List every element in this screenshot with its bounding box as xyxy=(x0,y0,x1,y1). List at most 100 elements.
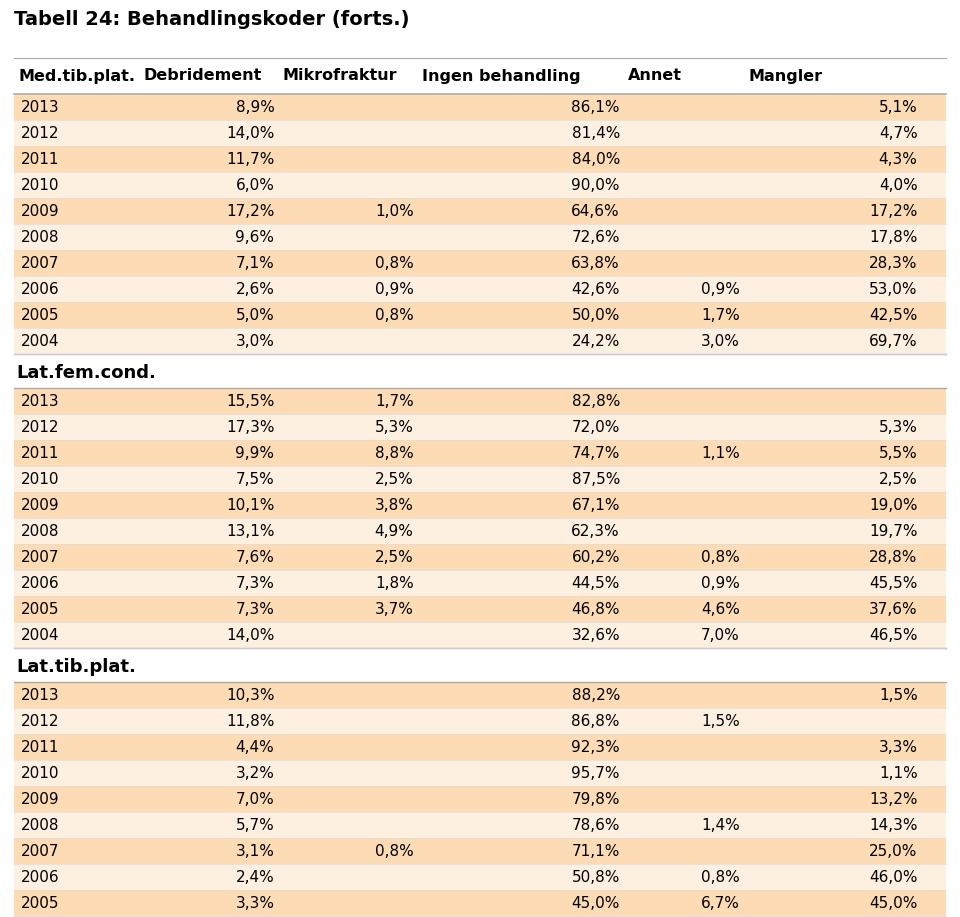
Text: 86,8%: 86,8% xyxy=(571,713,620,728)
Text: 3,3%: 3,3% xyxy=(878,739,918,755)
Text: 1,7%: 1,7% xyxy=(374,393,414,408)
Text: 1,1%: 1,1% xyxy=(701,446,740,460)
Text: 72,0%: 72,0% xyxy=(571,419,620,435)
Bar xyxy=(14,916,946,917)
Text: 53,0%: 53,0% xyxy=(869,282,918,296)
Text: 13,2%: 13,2% xyxy=(869,791,918,806)
Text: Med.tib.plat.: Med.tib.plat. xyxy=(18,69,135,83)
Text: 15,5%: 15,5% xyxy=(226,393,275,408)
Bar xyxy=(14,94,946,120)
Text: 5,3%: 5,3% xyxy=(878,419,918,435)
Text: 79,8%: 79,8% xyxy=(571,791,620,806)
Text: 5,5%: 5,5% xyxy=(878,446,918,460)
Text: 87,5%: 87,5% xyxy=(571,471,620,487)
Bar xyxy=(14,198,946,224)
Bar xyxy=(14,544,946,570)
Text: 0,9%: 0,9% xyxy=(374,282,414,296)
Text: 84,0%: 84,0% xyxy=(571,151,620,167)
Text: 6,0%: 6,0% xyxy=(235,178,275,193)
Bar xyxy=(14,414,946,440)
Bar xyxy=(14,708,946,734)
Text: 5,7%: 5,7% xyxy=(235,817,275,833)
Text: 11,7%: 11,7% xyxy=(226,151,275,167)
Text: Ingen behandling: Ingen behandling xyxy=(421,69,580,83)
Bar xyxy=(14,388,946,414)
Text: 3,7%: 3,7% xyxy=(374,602,414,616)
Text: 19,7%: 19,7% xyxy=(869,524,918,538)
Text: 42,6%: 42,6% xyxy=(571,282,620,296)
Text: 8,9%: 8,9% xyxy=(235,100,275,115)
Text: 17,2%: 17,2% xyxy=(869,204,918,218)
Text: 10,3%: 10,3% xyxy=(226,688,275,702)
Text: 3,2%: 3,2% xyxy=(235,766,275,780)
Text: 3,1%: 3,1% xyxy=(235,844,275,858)
Text: 2012: 2012 xyxy=(20,126,59,140)
Text: 50,0%: 50,0% xyxy=(571,307,620,323)
Bar xyxy=(14,838,946,864)
Text: 2,5%: 2,5% xyxy=(374,471,414,487)
Text: 14,0%: 14,0% xyxy=(226,627,275,643)
Bar xyxy=(14,328,946,354)
Text: 7,3%: 7,3% xyxy=(235,602,275,616)
Bar xyxy=(14,786,946,812)
Text: 8,8%: 8,8% xyxy=(374,446,414,460)
Text: 0,9%: 0,9% xyxy=(701,576,740,591)
Text: 72,6%: 72,6% xyxy=(571,229,620,245)
Text: 9,9%: 9,9% xyxy=(235,446,275,460)
Text: Lat.tib.plat.: Lat.tib.plat. xyxy=(16,658,136,676)
Text: 78,6%: 78,6% xyxy=(571,817,620,833)
Text: 14,0%: 14,0% xyxy=(226,126,275,140)
Text: 3,0%: 3,0% xyxy=(235,334,275,348)
Text: 74,7%: 74,7% xyxy=(571,446,620,460)
Text: 2008: 2008 xyxy=(20,817,59,833)
Text: 46,0%: 46,0% xyxy=(869,869,918,885)
Text: 2006: 2006 xyxy=(20,282,59,296)
Bar xyxy=(14,466,946,492)
Text: 24,2%: 24,2% xyxy=(571,334,620,348)
Text: 7,3%: 7,3% xyxy=(235,576,275,591)
Text: 10,1%: 10,1% xyxy=(226,498,275,513)
Bar xyxy=(14,224,946,250)
Text: Mikrofraktur: Mikrofraktur xyxy=(282,69,397,83)
Bar xyxy=(14,890,946,916)
Text: 2008: 2008 xyxy=(20,524,59,538)
Text: 2010: 2010 xyxy=(20,178,59,193)
Text: 0,8%: 0,8% xyxy=(374,256,414,271)
Text: 2009: 2009 xyxy=(20,204,59,218)
Text: 2004: 2004 xyxy=(20,627,59,643)
Text: 42,5%: 42,5% xyxy=(869,307,918,323)
Text: 2005: 2005 xyxy=(20,307,59,323)
Text: 81,4%: 81,4% xyxy=(571,126,620,140)
Text: 1,4%: 1,4% xyxy=(701,817,740,833)
Text: 2007: 2007 xyxy=(20,549,59,565)
Text: 2,6%: 2,6% xyxy=(235,282,275,296)
Text: 2006: 2006 xyxy=(20,869,59,885)
Bar xyxy=(14,812,946,838)
Text: 4,7%: 4,7% xyxy=(878,126,918,140)
Text: 90,0%: 90,0% xyxy=(571,178,620,193)
Text: 4,4%: 4,4% xyxy=(235,739,275,755)
Text: 2005: 2005 xyxy=(20,896,59,911)
Text: 3,8%: 3,8% xyxy=(374,498,414,513)
Bar xyxy=(14,570,946,596)
Text: 50,8%: 50,8% xyxy=(571,869,620,885)
Bar xyxy=(14,172,946,198)
Text: 13,1%: 13,1% xyxy=(226,524,275,538)
Text: 45,5%: 45,5% xyxy=(869,576,918,591)
Text: 2013: 2013 xyxy=(20,688,59,702)
Text: 2007: 2007 xyxy=(20,256,59,271)
Text: 9,6%: 9,6% xyxy=(235,229,275,245)
Text: 7,0%: 7,0% xyxy=(235,791,275,806)
Bar xyxy=(14,682,946,708)
Text: 82,8%: 82,8% xyxy=(571,393,620,408)
Text: 2008: 2008 xyxy=(20,229,59,245)
Text: 0,9%: 0,9% xyxy=(701,282,740,296)
Text: 2011: 2011 xyxy=(20,151,59,167)
Text: 2009: 2009 xyxy=(20,791,59,806)
Text: 11,8%: 11,8% xyxy=(226,713,275,728)
Text: 19,0%: 19,0% xyxy=(869,498,918,513)
Text: Lat.fem.cond.: Lat.fem.cond. xyxy=(16,364,156,382)
Text: 2,5%: 2,5% xyxy=(878,471,918,487)
Bar xyxy=(14,276,946,302)
Bar xyxy=(14,760,946,786)
